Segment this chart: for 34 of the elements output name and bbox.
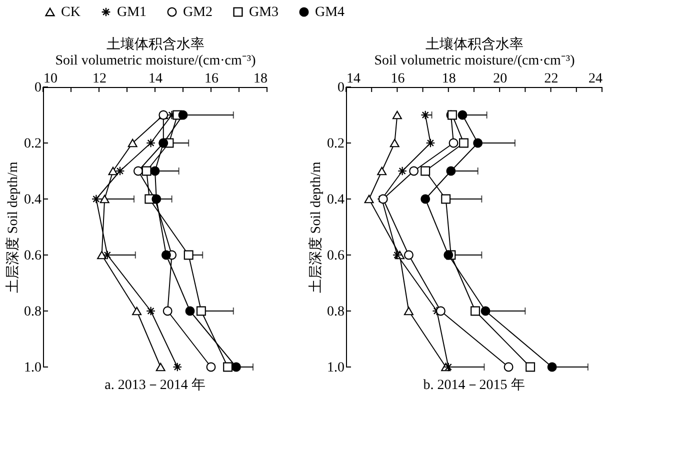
legend-label: GM2	[183, 5, 213, 20]
y-tick-label: 0.2	[327, 136, 344, 152]
legend-label: GM1	[117, 5, 147, 20]
legend-label: GM3	[249, 5, 279, 20]
y-tick-label: 0.4	[327, 192, 344, 208]
y-axis-title: 土层深度 Soil depth/m	[5, 162, 21, 294]
x-tick-label: 18	[254, 72, 268, 86]
y-tick-label: 0.6	[24, 248, 42, 264]
text: b. 2014－2015 年	[423, 377, 525, 393]
y-tick-label: 0.8	[24, 304, 42, 320]
y-tick-label: 0	[34, 80, 42, 96]
x-tick-label: 20	[493, 72, 508, 86]
x-tick-label: 16	[204, 72, 218, 86]
y-tick-label: 0.4	[24, 192, 42, 208]
x-tick-label: 18	[442, 72, 456, 86]
y-tick-label: 1.0	[327, 360, 344, 376]
y-tick-label: 0	[338, 80, 344, 96]
x-tick-label: 22	[544, 72, 558, 86]
text: a. 2013－2014 年	[104, 377, 206, 393]
x-tick-label: 10	[44, 72, 58, 86]
x-tick-label: 12	[92, 72, 106, 86]
x-tick-label: 14	[346, 72, 360, 86]
y-tick-label: 0.6	[327, 248, 344, 264]
x-tick-label: 16	[390, 72, 405, 86]
y-tick-label: 0.2	[24, 136, 42, 152]
x-tick-label: 14	[148, 72, 162, 86]
x-axis-title: 土壤体积含水率 Soil volumetric moisture/(cm·cm⁻³)	[55, 36, 256, 68]
x-tick-label: 24	[588, 72, 602, 86]
legend-label: GM4	[315, 5, 345, 20]
legend-label: CK	[61, 5, 80, 20]
y-tick-label: 0.8	[327, 304, 344, 320]
x-axis-title: 土壤体积含水率 Soil volumetric moisture/(cm·cm⁻³)	[374, 36, 576, 68]
y-tick-label: 1.0	[24, 360, 42, 376]
y-axis-title: 土层深度 Soil depth/m	[308, 162, 324, 294]
